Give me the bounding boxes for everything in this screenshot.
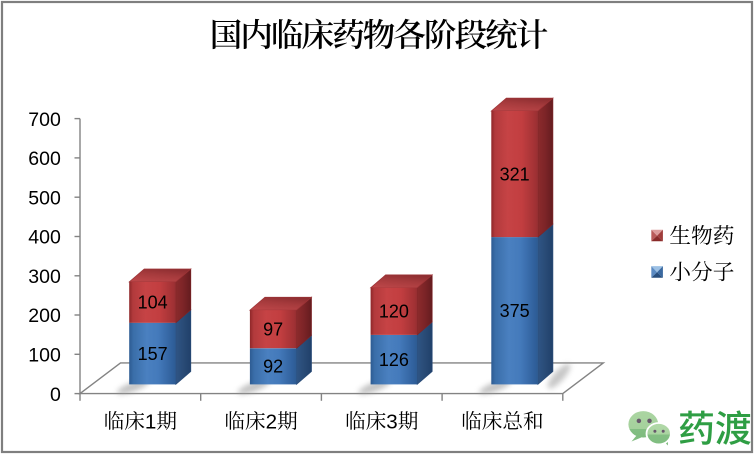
svg-text:400: 400	[28, 227, 61, 249]
svg-text:120: 120	[379, 302, 409, 322]
svg-text:200: 200	[28, 305, 61, 327]
svg-text:600: 600	[28, 148, 61, 170]
svg-text:500: 500	[28, 187, 61, 209]
svg-text:97: 97	[263, 320, 283, 340]
svg-text:100: 100	[28, 345, 61, 367]
svg-text:2: 2	[266, 410, 277, 433]
svg-text:157: 157	[138, 344, 168, 364]
svg-text:375: 375	[500, 301, 530, 321]
svg-text:0: 0	[50, 384, 61, 406]
svg-text:700: 700	[28, 109, 61, 131]
svg-text:3: 3	[386, 410, 397, 433]
svg-text:92: 92	[263, 357, 283, 377]
svg-text:126: 126	[379, 350, 409, 370]
svg-text:300: 300	[28, 266, 61, 288]
svg-text:1: 1	[145, 410, 156, 433]
svg-text:321: 321	[500, 164, 530, 184]
svg-text:104: 104	[138, 293, 168, 313]
